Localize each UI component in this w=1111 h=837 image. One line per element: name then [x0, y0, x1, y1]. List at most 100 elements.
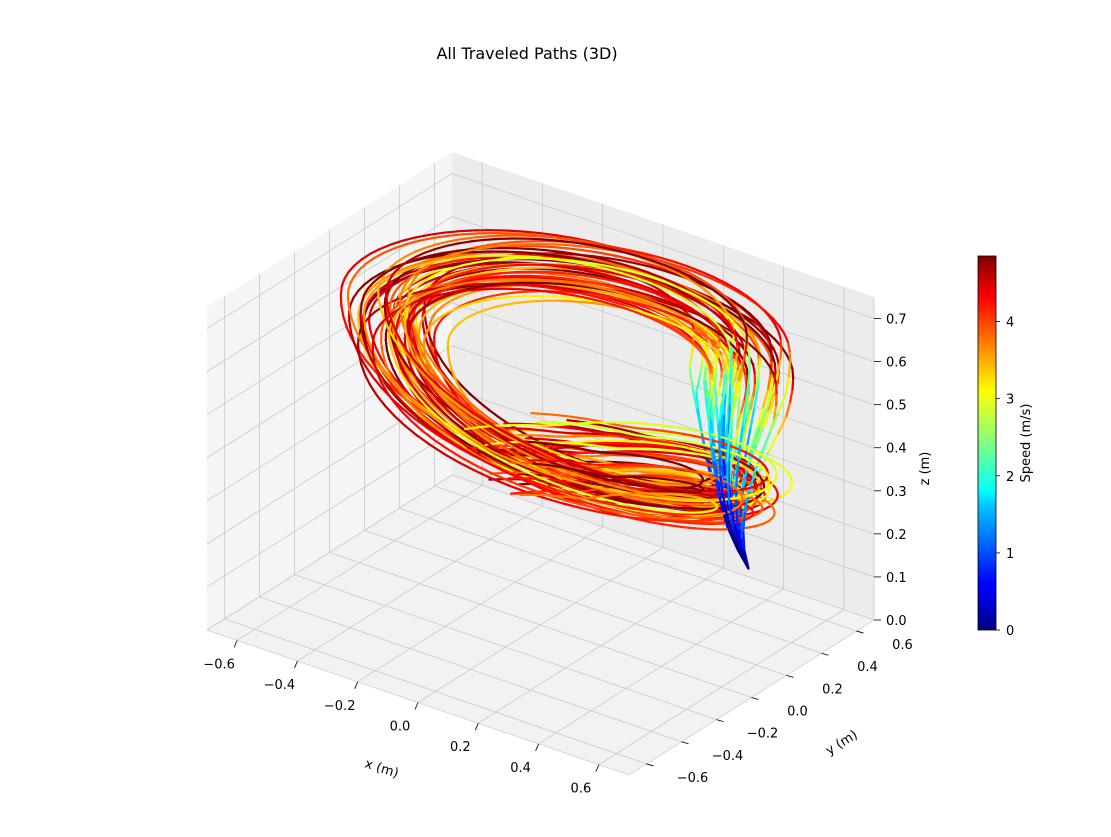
trajectory-segment — [539, 236, 556, 237]
trajectory-segment — [703, 497, 712, 498]
trajectory-segment — [697, 517, 707, 518]
trajectory-segment — [373, 353, 374, 363]
trajectory-segment — [645, 454, 659, 455]
trajectory-segment — [748, 348, 749, 359]
trajectory-segment — [647, 516, 661, 517]
trajectory-segment — [419, 344, 420, 353]
trajectory-segment — [724, 414, 725, 435]
trajectory-segment — [743, 531, 744, 550]
trajectory-segment — [708, 409, 709, 425]
trajectory-segment — [615, 453, 626, 454]
trajectory-segment — [512, 234, 529, 235]
trajectory-segment — [539, 439, 553, 440]
trajectory-segment — [727, 373, 728, 382]
trajectory-segment — [696, 493, 706, 494]
trajectory-segment — [538, 443, 552, 444]
trajectory-segment — [655, 452, 670, 453]
trajectory-segment — [505, 252, 522, 253]
trajectory-segment — [358, 344, 359, 354]
trajectory-segment — [531, 413, 549, 414]
trajectory-segment — [781, 347, 782, 358]
trajectory-segment — [534, 290, 548, 291]
trajectory-segment — [590, 441, 606, 442]
trajectory-segment — [754, 384, 755, 396]
trajectory-segment — [588, 497, 599, 499]
trajectory-segment — [469, 256, 483, 257]
trajectory-segment — [544, 273, 555, 274]
trajectory-segment — [621, 441, 636, 442]
trajectory-segment — [712, 379, 713, 387]
trajectory-segment — [555, 274, 566, 275]
trajectory-segment — [748, 371, 749, 386]
trajectory-segment — [489, 279, 503, 280]
trajectory-segment — [603, 453, 615, 454]
trajectory-segment — [503, 242, 517, 243]
trajectory-segment — [510, 272, 521, 273]
trajectory-segment — [405, 322, 406, 331]
trajectory-segment — [745, 374, 746, 384]
trajectory-segment — [781, 339, 782, 348]
trajectory-segment — [492, 284, 505, 285]
trajectory-segment — [661, 518, 674, 519]
trajectory-segment — [479, 426, 494, 427]
trajectory-segment — [668, 494, 676, 495]
trajectory-segment — [684, 508, 696, 509]
trajectory-segment — [637, 428, 653, 429]
trajectory-segment — [730, 347, 731, 357]
trajectory-segment — [720, 457, 721, 475]
trajectory-segment — [463, 233, 479, 234]
trajectory-segment — [506, 258, 518, 259]
trajectory-segment — [548, 280, 563, 282]
trajectory-segment — [522, 252, 539, 253]
trajectory-segment — [560, 266, 575, 267]
trajectory-segment — [361, 304, 362, 315]
trajectory-segment — [632, 438, 646, 439]
trajectory-segment — [793, 378, 794, 389]
trajectory-segment — [615, 462, 629, 463]
trajectory-segment — [711, 419, 712, 439]
trajectory-segment — [524, 256, 538, 257]
trajectory-segment — [553, 480, 564, 481]
trajectory-segment — [511, 428, 527, 429]
trajectory-segment — [776, 393, 777, 405]
trajectory-segment — [579, 444, 594, 446]
trajectory-segment — [793, 369, 794, 378]
trajectory-segment — [678, 500, 693, 501]
trajectory-segment — [671, 507, 684, 508]
trajectory-segment — [682, 527, 696, 528]
trajectory-segment — [715, 373, 716, 386]
trajectory-segment — [508, 231, 525, 232]
trajectory-segment — [513, 302, 523, 303]
trajectory-segment — [739, 489, 747, 490]
trajectory-segment — [726, 424, 727, 444]
trajectory-segment — [722, 414, 723, 435]
trajectory-segment — [424, 348, 425, 356]
trajectory-segment — [738, 399, 739, 417]
trajectory-segment — [558, 424, 575, 426]
trajectory-segment — [493, 276, 504, 277]
trajectory-segment — [475, 280, 489, 281]
trajectory-segment — [644, 424, 660, 426]
trajectory-segment — [482, 277, 493, 278]
trajectory-segment — [691, 521, 704, 522]
trajectory-segment — [494, 425, 509, 426]
trajectory-segment — [636, 441, 651, 442]
trajectory-segment — [631, 453, 645, 454]
trajectory-segment — [485, 239, 499, 240]
trajectory-segment — [499, 273, 510, 274]
trajectory-segment — [696, 528, 709, 529]
trajectory-segment — [729, 403, 730, 424]
trajectory-segment — [742, 522, 743, 538]
trajectory-segment — [522, 236, 538, 237]
trajectory-segment — [718, 348, 719, 357]
trajectory-segment — [512, 292, 523, 293]
trajectory-segment — [651, 465, 662, 466]
trajectory-segment — [434, 345, 435, 352]
trajectory-segment — [569, 301, 581, 302]
trajectory-segment — [529, 285, 543, 287]
trajectory-segment — [523, 492, 535, 493]
trajectory-segment — [667, 502, 680, 503]
trajectory-segment — [610, 494, 621, 495]
trajectory-segment — [649, 437, 664, 438]
trajectory-segment — [775, 364, 776, 373]
